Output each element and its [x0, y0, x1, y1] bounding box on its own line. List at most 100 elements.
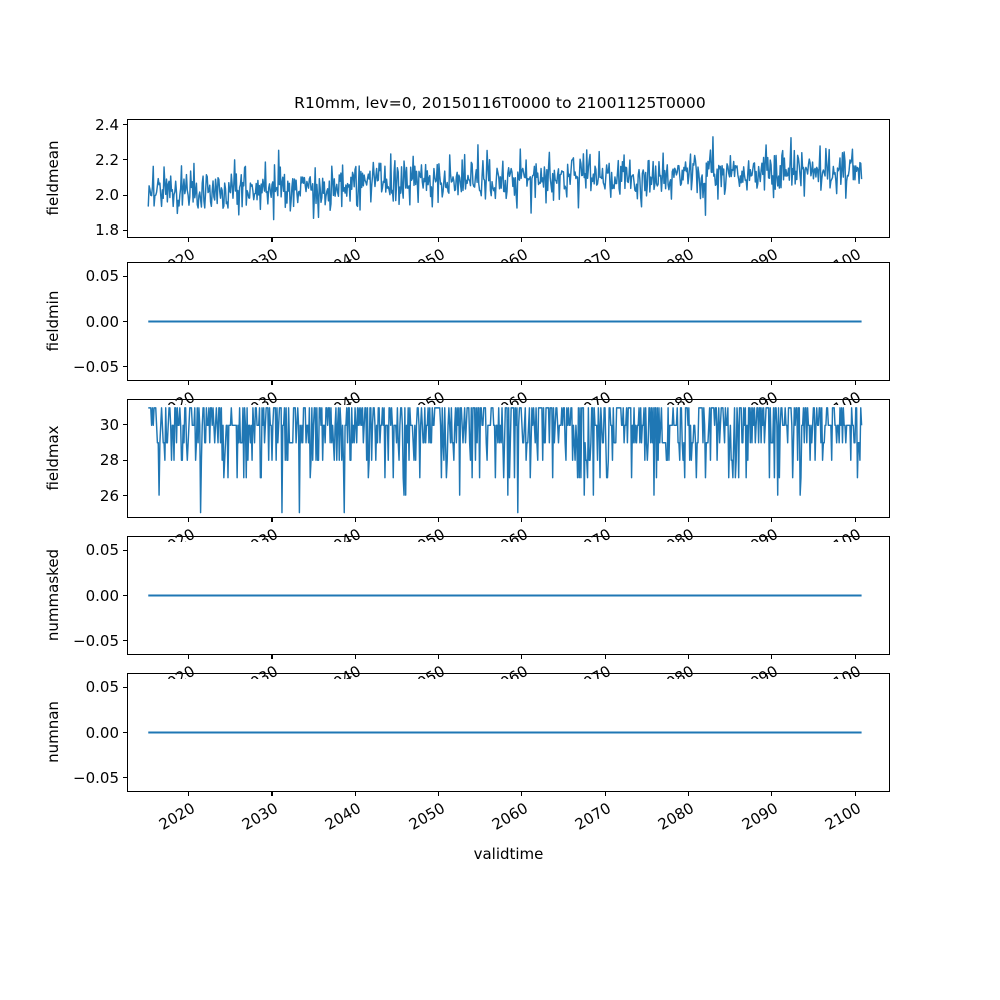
x-tick-mark	[521, 238, 523, 242]
x-tick-label: 2020	[155, 799, 198, 834]
plot-area-fieldmin	[128, 263, 889, 380]
x-tick-mark	[854, 238, 856, 242]
y-tick-label: 2.4	[95, 115, 119, 134]
subplot-nummasked	[127, 536, 890, 655]
x-axis-label: validtime	[473, 845, 544, 863]
x-tick-mark	[438, 792, 440, 796]
x-tick-mark	[771, 381, 773, 385]
y-tick-mark	[123, 275, 127, 278]
y-tick-label: 0.00	[85, 312, 119, 331]
x-tick-mark	[687, 238, 689, 242]
y-tick-label: 0.05	[85, 541, 119, 560]
y-tick-mark	[123, 495, 127, 497]
data-line-fieldmax	[148, 408, 861, 513]
y-tick-mark	[123, 686, 127, 689]
y-axis-label-fieldmin: fieldmin	[44, 290, 62, 351]
x-tick-label: 2040	[322, 799, 365, 834]
x-tick-mark	[604, 518, 606, 522]
y-tick-label: −0.05	[73, 631, 119, 650]
x-tick-mark	[771, 518, 773, 522]
x-tick-mark	[438, 655, 440, 659]
x-tick-mark	[687, 518, 689, 522]
y-tick-mark	[123, 459, 127, 461]
y-tick-mark	[123, 777, 127, 779]
x-tick-mark	[854, 792, 856, 796]
x-tick-mark	[188, 518, 190, 522]
y-tick-mark	[123, 424, 127, 426]
x-tick-mark	[771, 792, 773, 796]
x-tick-mark	[271, 518, 273, 522]
x-tick-mark	[354, 238, 356, 242]
x-tick-label: 2050	[388, 245, 447, 262]
x-tick-mark	[354, 792, 356, 796]
x-tick-mark	[188, 792, 190, 796]
x-tick-mark	[188, 655, 190, 659]
x-tick-label: 2070	[572, 799, 615, 834]
x-tick-mark	[854, 655, 856, 659]
x-tick-mark	[521, 518, 523, 522]
y-tick-label: 1.8	[95, 221, 119, 240]
y-tick-mark	[123, 732, 127, 734]
x-tick-mark	[271, 238, 273, 242]
x-tick-mark	[188, 381, 190, 385]
subplot-fieldmin	[127, 262, 890, 381]
x-tick-mark	[604, 238, 606, 242]
y-tick-label: 0.05	[85, 678, 119, 697]
x-tick-mark	[271, 655, 273, 659]
subplot-fieldmax	[127, 399, 890, 518]
x-tick-mark	[604, 792, 606, 796]
x-tick-label-row: 2020 2030 2040 2050 2060 2070 2080 2090 2100	[0, 792, 1000, 852]
y-tick-mark	[123, 159, 127, 161]
x-tick-label: 2050	[405, 799, 448, 834]
x-tick-mark	[438, 518, 440, 522]
y-tick-label: 0.05	[85, 267, 119, 286]
x-tick-mark	[354, 381, 356, 385]
data-line-fieldmean	[148, 137, 861, 220]
y-axis-label-fieldmean: fieldmean	[44, 140, 62, 215]
x-tick-mark	[687, 655, 689, 659]
subplot-fieldmean	[127, 119, 890, 238]
x-tick-mark	[438, 381, 440, 385]
plot-area-fieldmean	[128, 120, 889, 237]
y-tick-label: 28	[99, 451, 119, 470]
x-tick-mark	[604, 381, 606, 385]
y-tick-mark	[123, 321, 127, 323]
y-tick-mark	[123, 194, 127, 196]
y-tick-label: 0.00	[85, 723, 119, 742]
plot-area-numnan	[128, 674, 889, 791]
x-tick-label: 2060	[488, 799, 531, 834]
y-tick-mark	[123, 595, 127, 597]
y-tick-mark	[123, 229, 127, 231]
x-tick-mark	[521, 792, 523, 796]
x-tick-mark	[354, 518, 356, 522]
x-tick-mark	[687, 792, 689, 796]
x-tick-mark	[687, 381, 689, 385]
x-tick-mark	[271, 381, 273, 385]
x-tick-label: 2060	[472, 245, 531, 262]
x-tick-label-row: 2020 2030 2040 2050 2060 2070 2080 2090 2100	[0, 238, 1000, 262]
chart-title: R10mm, lev=0, 20150116T0000 to 21001125T…	[294, 94, 706, 112]
x-tick-label: 2090	[721, 245, 781, 262]
y-tick-label: −0.05	[73, 768, 119, 787]
x-tick-label: 2100	[805, 245, 864, 262]
x-tick-mark	[854, 518, 856, 522]
x-tick-label: 2070	[555, 245, 614, 262]
y-axis-label-numnan: numnan	[44, 700, 62, 763]
y-tick-mark	[123, 549, 127, 552]
x-tick-mark	[354, 655, 356, 659]
x-tick-label: 2090	[738, 799, 781, 834]
x-tick-mark	[521, 655, 523, 659]
x-tick-label: 2040	[305, 245, 364, 262]
plot-area-fieldmax	[128, 400, 889, 517]
x-tick-mark	[771, 238, 773, 242]
y-tick-mark	[123, 366, 127, 368]
x-tick-label: 2080	[655, 799, 698, 834]
x-tick-mark	[271, 792, 273, 796]
y-axis-label-fieldmax: fieldmax	[44, 424, 62, 491]
subplot-numnan	[127, 673, 890, 792]
x-tick-mark	[188, 238, 190, 242]
x-tick-mark	[854, 381, 856, 385]
y-tick-label: 2.2	[95, 150, 119, 169]
x-tick-label: 2020	[138, 245, 198, 262]
